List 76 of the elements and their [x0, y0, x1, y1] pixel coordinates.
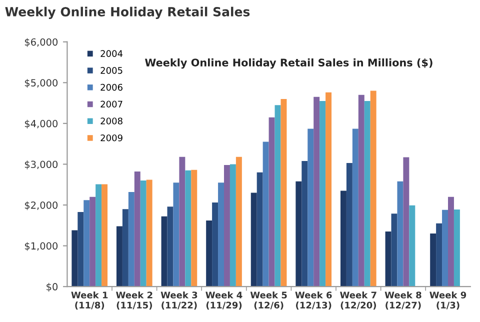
bar — [364, 101, 370, 287]
bar — [391, 214, 398, 287]
x-tick-label: Week 2 (11/15) — [116, 291, 152, 310]
bar — [430, 234, 436, 287]
x-tick-label: Week 8 (12/27) — [384, 291, 422, 310]
y-tick-label: $5,000 — [24, 78, 58, 88]
bar — [128, 192, 134, 287]
y-tick-label: $6,000 — [24, 38, 58, 47]
bar — [146, 180, 152, 287]
bar — [302, 160, 308, 287]
bar — [274, 105, 281, 287]
x-tick-label: Week 6 (12/13) — [295, 291, 332, 310]
bar — [340, 190, 346, 287]
y-tick-label: $0 — [46, 282, 58, 292]
bar — [314, 96, 320, 287]
bar — [185, 170, 192, 287]
bar — [320, 101, 326, 287]
bar — [268, 117, 275, 287]
bar — [442, 210, 448, 287]
bar — [256, 172, 263, 287]
x-tick-label: Week 5 (12/6) — [250, 291, 287, 310]
bar — [436, 223, 442, 287]
bar — [448, 196, 454, 287]
bar — [385, 232, 392, 287]
y-tick-label: $2,000 — [24, 201, 58, 210]
bar — [409, 205, 416, 287]
legend-label: 2006 — [100, 84, 122, 91]
bar — [84, 200, 90, 287]
bar — [308, 128, 314, 287]
bar — [206, 220, 212, 287]
y-tick-label: $1,000 — [24, 242, 58, 251]
bar — [326, 92, 332, 287]
bar — [262, 142, 269, 287]
bar — [179, 156, 186, 287]
bar — [173, 182, 180, 287]
bar — [134, 172, 140, 287]
bar — [161, 216, 168, 287]
bar — [236, 156, 242, 287]
bar — [102, 184, 108, 287]
x-tick-label: Week 9 (1/3) — [430, 291, 466, 310]
legend-label: 2005 — [100, 67, 122, 74]
bar — [116, 226, 122, 287]
bar — [224, 165, 230, 287]
bar — [140, 180, 146, 287]
bar — [72, 230, 78, 287]
bar — [358, 94, 364, 287]
legend-label: 2004 — [100, 50, 123, 57]
bar — [218, 182, 224, 287]
bar — [454, 209, 460, 287]
bar — [230, 164, 236, 287]
bar — [167, 206, 174, 287]
legend-label: 2009 — [100, 134, 122, 142]
x-tick-label: Week 7 (12/20) — [340, 291, 376, 310]
bar — [352, 128, 358, 287]
bar — [78, 212, 84, 287]
legend-label: 2007 — [100, 100, 122, 108]
bar — [397, 181, 404, 287]
bar — [96, 184, 102, 287]
y-tick-label: $3,000 — [24, 160, 58, 170]
bar — [191, 170, 198, 287]
y-tick-label: $4,000 — [24, 120, 58, 129]
bar — [370, 90, 376, 287]
bar — [403, 157, 410, 287]
bar — [296, 181, 302, 287]
bar — [346, 162, 352, 287]
legend-label: 2008 — [100, 118, 122, 124]
bar — [122, 209, 128, 287]
text: Weekly Online Holiday Retail Sales in Millions ($) — [144, 58, 432, 69]
x-tick-label: Week 1 (11/8) — [71, 291, 108, 310]
bar — [280, 98, 287, 287]
x-tick-label: Week 4 (11/29) — [206, 291, 242, 310]
chart-title: Weekly Online Holiday Retail Sales — [5, 6, 250, 19]
bar — [212, 202, 218, 287]
x-tick-label: Week 3 (11/22) — [160, 291, 198, 310]
bar — [250, 192, 257, 287]
bar — [90, 196, 96, 287]
